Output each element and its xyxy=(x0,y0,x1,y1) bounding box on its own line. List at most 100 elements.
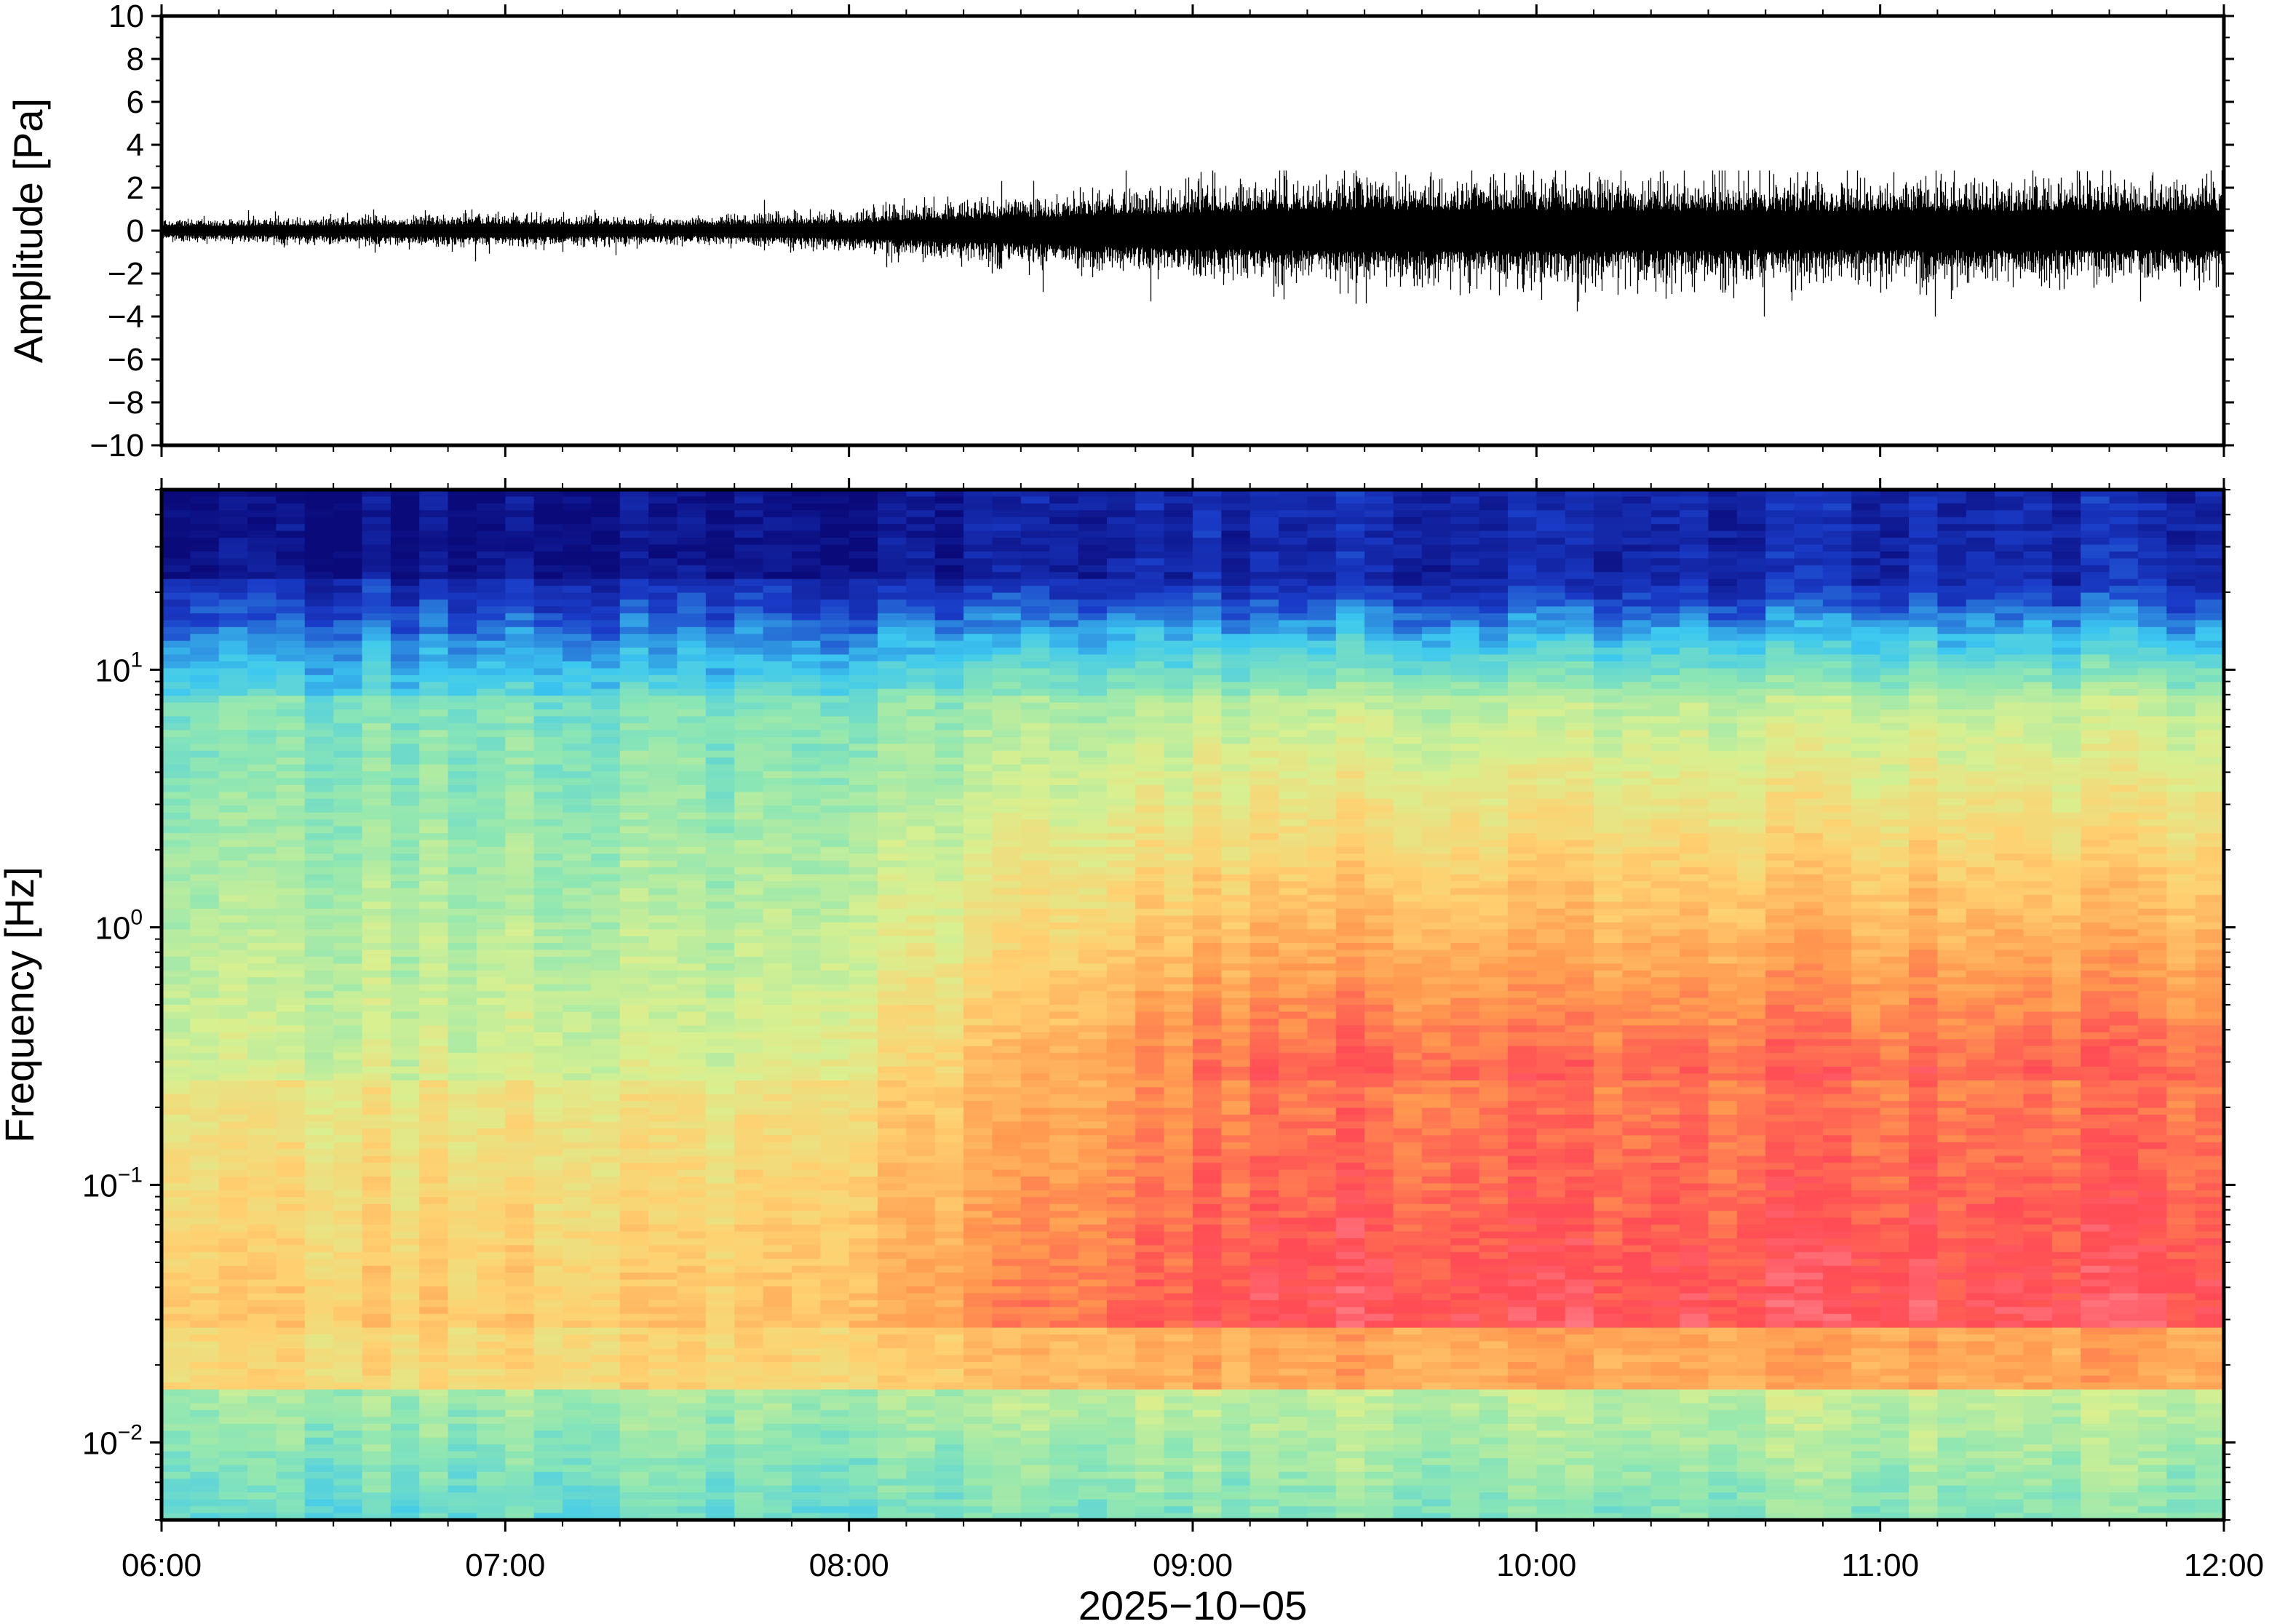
spectrogram-cell xyxy=(677,977,707,985)
spectrogram-cell xyxy=(648,496,678,504)
spectrogram-cell xyxy=(992,922,1022,930)
spectrogram-cell xyxy=(619,538,649,546)
spectrogram-cell xyxy=(162,1177,191,1185)
spectrogram-cell xyxy=(705,881,736,889)
spectrogram-cell xyxy=(333,1369,363,1377)
spectrogram-cell xyxy=(476,1299,506,1308)
spectrogram-cell xyxy=(619,606,649,614)
spectrogram-cell xyxy=(734,1313,764,1322)
spectrogram-cell xyxy=(992,661,1022,669)
spectrogram-cell xyxy=(390,524,421,532)
spectrogram-cell xyxy=(677,929,707,937)
spectrogram-cell xyxy=(763,1417,792,1425)
spectrogram-cell xyxy=(791,1115,822,1123)
spectrogram-cell xyxy=(1049,702,1079,710)
spectrogram-cell xyxy=(763,1313,792,1322)
spectrogram-cell xyxy=(1020,682,1050,690)
spectrogram-cell xyxy=(963,1499,993,1507)
spectrogram-cell xyxy=(505,1087,535,1095)
spectrogram-cell xyxy=(591,1197,621,1205)
spectrogram-cell xyxy=(820,901,850,909)
spectrogram-cell xyxy=(878,565,907,573)
spectrogram-cell xyxy=(218,668,248,676)
spectrogram-cell xyxy=(533,1025,563,1033)
spectrogram-cell xyxy=(390,709,421,717)
spectrogram-cell xyxy=(505,1307,535,1315)
spectrogram-cell xyxy=(734,688,764,696)
spectrogram-cell xyxy=(934,1115,964,1123)
spectrogram-cell xyxy=(648,1142,678,1150)
spectrogram-cell xyxy=(563,1286,592,1294)
spectrogram-cell xyxy=(247,771,277,779)
spectrogram-cell xyxy=(992,1211,1022,1219)
spectrogram-cell xyxy=(333,1361,363,1370)
spectrogram-cell xyxy=(333,943,363,951)
spectrogram-cell xyxy=(791,860,822,868)
spectrogram-cell xyxy=(218,1327,248,1335)
spectrogram-cell xyxy=(162,1087,191,1095)
spectrogram-cell xyxy=(218,1313,248,1322)
spectrogram-cell xyxy=(162,1155,191,1163)
spectrogram-cell xyxy=(533,998,563,1006)
spectrogram-cell xyxy=(1020,1506,1050,1514)
spectrogram-cell xyxy=(791,956,822,965)
spectrogram-cell xyxy=(1020,1066,1050,1075)
spectrogram-cell xyxy=(276,640,306,648)
spectrogram-cell xyxy=(878,1059,907,1067)
spectrogram-cell xyxy=(476,750,506,758)
spectrogram-cell xyxy=(304,750,334,758)
spectrogram-cell xyxy=(878,1437,907,1445)
spectrogram-cell xyxy=(362,1423,392,1432)
spectrogram-cell xyxy=(419,1259,449,1267)
spectrogram-cell xyxy=(247,1005,277,1013)
spectrogram-cell xyxy=(849,1155,878,1163)
spectrogram-cell xyxy=(390,750,421,758)
spectrogram-cell xyxy=(1049,1321,1079,1329)
spectrogram-cell xyxy=(333,1238,363,1246)
spectrogram-cell xyxy=(963,1375,993,1383)
spectrogram-cell xyxy=(448,998,477,1006)
spectrogram-cell xyxy=(247,867,277,875)
spectrogram-cell xyxy=(1049,1471,1079,1480)
spectrogram-cell xyxy=(448,538,477,546)
spectrogram-cell xyxy=(218,1032,248,1040)
spectrogram-cell xyxy=(591,1430,621,1438)
spectrogram-cell xyxy=(820,1499,850,1507)
spectrogram-cell xyxy=(304,1279,334,1287)
spectrogram-cell xyxy=(992,510,1022,518)
spectrogram-cell xyxy=(218,874,248,882)
spectrogram-cell xyxy=(1078,674,1108,683)
spectrogram-cell xyxy=(820,1211,850,1219)
spectrogram-cell xyxy=(218,723,248,731)
spectrogram-cell xyxy=(1078,1121,1108,1129)
spectrogram-cell xyxy=(304,709,334,717)
spectrogram-cell xyxy=(563,943,592,951)
spectrogram-cell xyxy=(1020,1485,1050,1494)
spectrogram-cell xyxy=(218,517,248,525)
spectrogram-cell xyxy=(820,1128,850,1137)
spectrogram-cell xyxy=(619,1211,649,1219)
spectrogram-cell xyxy=(1078,702,1108,710)
spectrogram-cell xyxy=(934,778,964,786)
spectrogram-cell xyxy=(705,654,736,662)
spectrogram-cell xyxy=(677,1313,707,1322)
spectrogram-cell xyxy=(276,1471,306,1480)
spectrogram-cell xyxy=(276,551,306,560)
spectrogram-cell xyxy=(563,874,592,882)
spectrogram-cell xyxy=(390,805,421,813)
spectrogram-cell xyxy=(505,1155,535,1163)
spectrogram-cell xyxy=(934,723,964,731)
spectrogram-cell xyxy=(1106,592,1137,600)
spectrogram-cell xyxy=(763,1307,792,1315)
spectrogram-cell xyxy=(1020,1444,1050,1452)
spectrogram-cell xyxy=(705,984,736,992)
spectrogram-cell xyxy=(162,1101,191,1109)
spectrogram-cell xyxy=(276,648,306,656)
spectrogram-cell xyxy=(820,661,850,669)
spectrogram-cell xyxy=(476,1458,506,1466)
spectrogram-cell xyxy=(677,1183,707,1191)
spectrogram-cell xyxy=(505,1128,535,1137)
spectrogram-cell xyxy=(705,1465,736,1473)
spectrogram-cell xyxy=(963,1506,993,1514)
spectrogram-cell xyxy=(992,888,1022,896)
